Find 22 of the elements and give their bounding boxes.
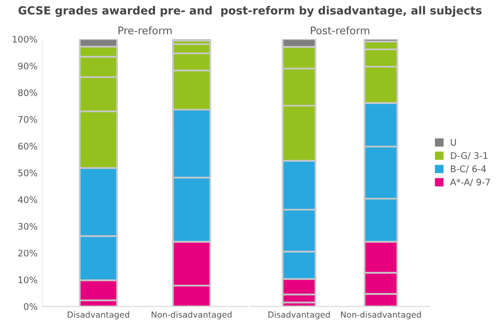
- legend-label: U: [450, 139, 456, 146]
- y-tick-label: 90%: [18, 62, 38, 70]
- y-tick-label: 70%: [18, 116, 38, 123]
- y-tick-label: 0%: [24, 303, 38, 310]
- y-tick-label: 100%: [12, 36, 38, 43]
- x-tick-label: Disadvantaged: [268, 311, 330, 320]
- x-tick-label: Non-disadvantaged: [152, 311, 232, 320]
- y-tick-label: 10%: [18, 276, 38, 284]
- chart-subtitle: Post-reform: [310, 26, 370, 34]
- y-tick-label: 20%: [18, 250, 38, 257]
- y-tick-label: 60%: [18, 142, 38, 150]
- chart-subtitle: Pre-reform: [118, 26, 172, 34]
- x-tick-label: Disadvantaged: [68, 311, 130, 320]
- x-tick-label: Non-disadvantaged: [341, 311, 421, 320]
- legend-label: B-C/ 6-4: [450, 165, 486, 173]
- legend-label: A*-A/ 9-7: [450, 178, 490, 186]
- y-tick-label: 40%: [18, 196, 38, 204]
- y-tick-label: 80%: [18, 89, 38, 96]
- y-tick-label: 30%: [18, 222, 38, 230]
- chart-title: GCSE grades awarded pre- and post-reform by disadvantage, all subjects: [18, 6, 482, 17]
- y-tick-label: 50%: [18, 170, 38, 176]
- legend-label: D-G/ 3-1: [450, 152, 488, 160]
